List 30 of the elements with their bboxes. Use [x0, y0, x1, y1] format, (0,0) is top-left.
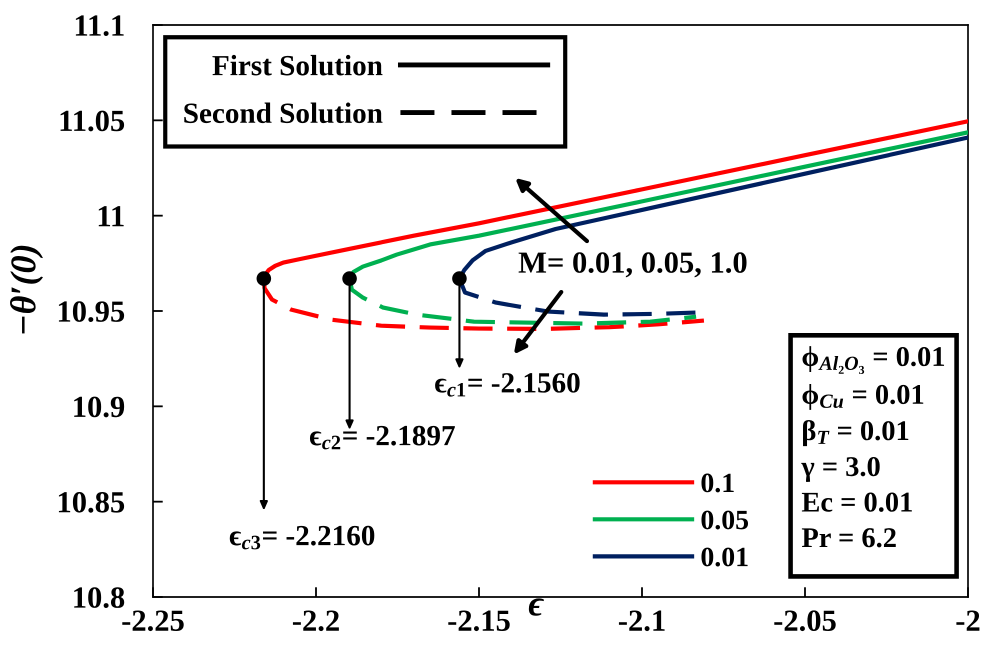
- x-tick-label: -2.25: [122, 610, 184, 632]
- annotation: Ec = 0.01: [802, 492, 912, 512]
- x-tick-label: -2.15: [448, 610, 510, 632]
- annotation: ϵ$_{c2}$= -2.1897: [310, 426, 455, 450]
- x-tick-label: -2: [956, 610, 980, 631]
- x-tick-label: -2.1: [618, 610, 665, 632]
- y-tick-label: 11.1: [76, 15, 124, 36]
- y-tick-label: 10.8: [74, 587, 124, 608]
- y-tick-label: 10.9: [74, 396, 124, 418]
- legend-label: First Solution: [212, 54, 382, 76]
- y-tick-label: 11.05: [60, 110, 124, 132]
- annotation: Pr = 6.2: [802, 528, 896, 548]
- y-tick-label: 10.85: [58, 492, 124, 513]
- legend-label: Second Solution: [184, 102, 382, 124]
- y-tick-label: 11: [98, 206, 124, 226]
- annotation: β$_{T}$ = 0.01: [803, 420, 908, 446]
- legend-label: 0.01: [701, 548, 748, 566]
- legend-label: 0.1: [701, 474, 734, 492]
- annotation: ϕ$_{Al₂O₃}$ = 0.01: [802, 346, 944, 374]
- annotation: ϵ$_{c1}$= -2.1560: [435, 373, 580, 397]
- annotation: M= 0.01, 0.05, 1.0: [518, 252, 747, 278]
- annotation: ϵ$_{c3}$= -2.2160: [230, 526, 374, 550]
- x-axis-title: ϵ: [528, 598, 544, 616]
- legend-label: 0.05: [701, 510, 748, 530]
- x-tick-label: -2.05: [774, 610, 836, 632]
- annotation: γ = 3.0: [801, 456, 880, 482]
- x-tick-label: -2.2: [292, 610, 339, 632]
- y-axis-title: −θ′(0): [10, 246, 43, 334]
- y-tick-label: 10.95: [58, 301, 124, 322]
- annotation: ϕ$_{Cu}$ = 0.01: [802, 384, 924, 410]
